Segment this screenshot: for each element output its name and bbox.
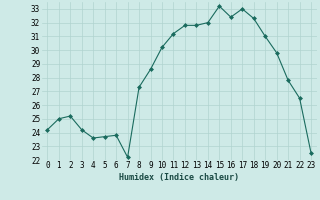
- X-axis label: Humidex (Indice chaleur): Humidex (Indice chaleur): [119, 173, 239, 182]
